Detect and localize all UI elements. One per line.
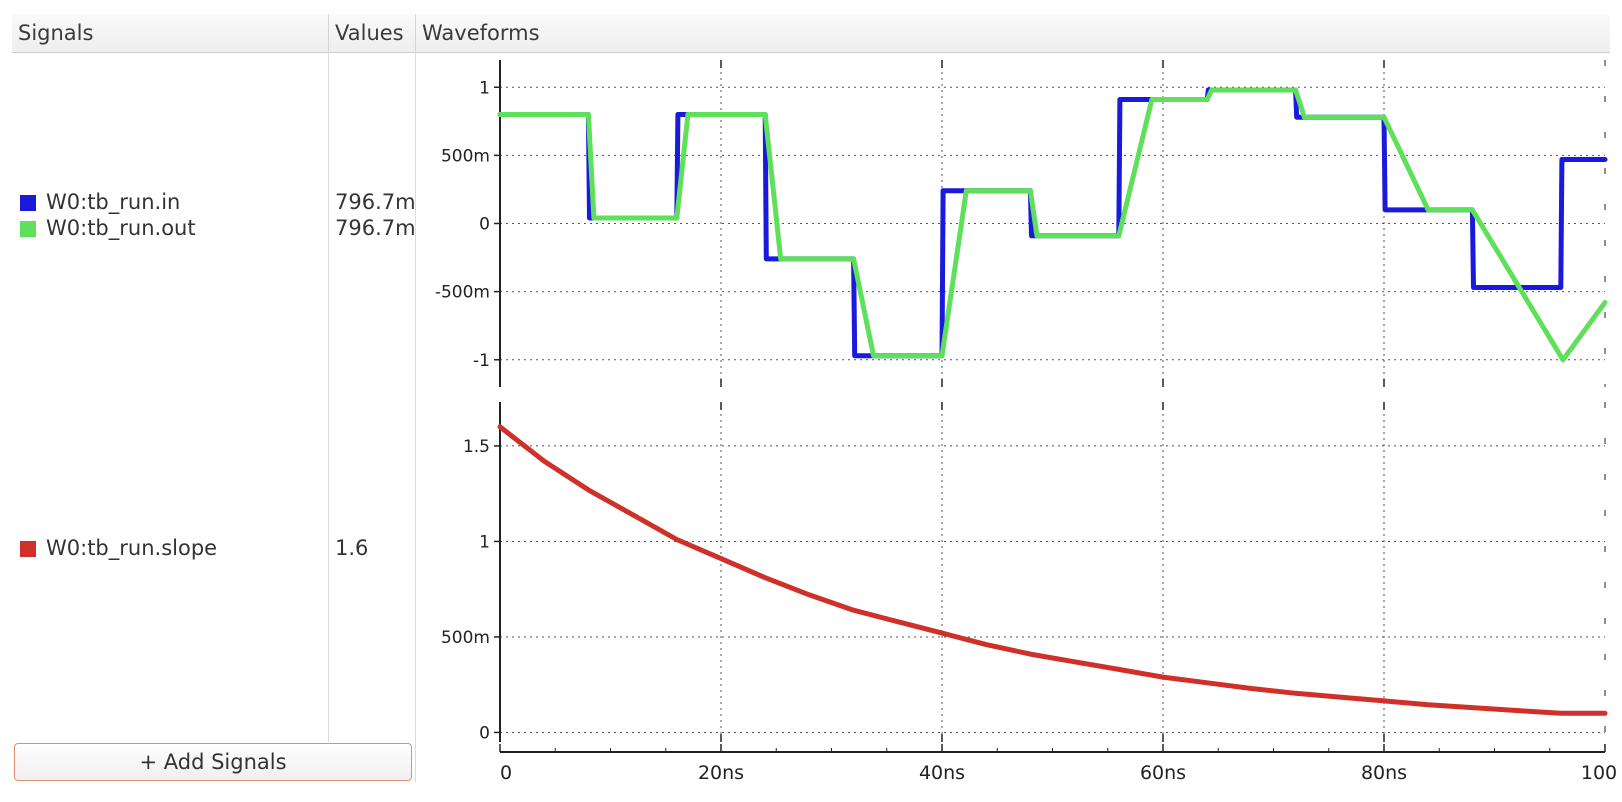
- values-waveforms-divider: [415, 52, 416, 782]
- waveforms-column-header: Waveforms: [422, 21, 540, 45]
- values-column-header: Values: [335, 21, 404, 45]
- column-divider[interactable]: [328, 14, 329, 52]
- y-tick-label: 500m: [441, 146, 490, 166]
- y-tick-label: 1: [479, 78, 490, 98]
- y-tick-label: 0: [479, 723, 490, 743]
- signal-value-slope: 1.6: [335, 536, 369, 560]
- signal-name: W0:tb_run.out: [46, 216, 196, 240]
- signal-name: W0:tb_run.in: [46, 190, 181, 214]
- color-swatch: [20, 221, 36, 237]
- color-swatch: [20, 541, 36, 557]
- x-axis-tick-label: 80ns: [1361, 762, 1407, 784]
- add-signals-button[interactable]: + Add Signals: [14, 743, 412, 781]
- color-swatch: [20, 195, 36, 211]
- column-divider[interactable]: [415, 14, 416, 52]
- x-axis-tick-label: 20ns: [698, 762, 744, 784]
- x-axis-tick-label: 40ns: [919, 762, 965, 784]
- panel-header: Signals Values Waveforms: [12, 14, 1610, 53]
- x-axis-tick-label: 60ns: [1140, 762, 1186, 784]
- series-line-w0-tb-run-slope: [497, 424, 1608, 716]
- signal-row-out[interactable]: W0:tb_run.out: [20, 216, 196, 240]
- signal-name: W0:tb_run.slope: [46, 536, 218, 560]
- x-axis-tick-label: 100: [1581, 762, 1617, 784]
- signal-value-out: 796.7m: [335, 216, 416, 240]
- y-tick-label: 1: [479, 532, 490, 552]
- signal-value-in: 796.7m: [335, 190, 416, 214]
- y-tick-label: 500m: [441, 628, 490, 648]
- signal-row-in[interactable]: W0:tb_run.in: [20, 190, 180, 214]
- series-line-w0-tb-run-out: [497, 87, 1608, 363]
- signal-row-slope[interactable]: W0:tb_run.slope: [20, 536, 217, 560]
- signals-values-divider: [328, 52, 329, 742]
- y-tick-label: 0: [479, 215, 490, 235]
- x-axis-tick-label: 0: [500, 762, 512, 784]
- y-tick-label: -500m: [435, 283, 490, 303]
- signals-column-header: Signals: [18, 21, 94, 45]
- y-tick-label: -1: [473, 351, 490, 371]
- y-tick-label: 1.5: [463, 437, 490, 457]
- series-line-w0-tb-run-in: [497, 87, 1608, 359]
